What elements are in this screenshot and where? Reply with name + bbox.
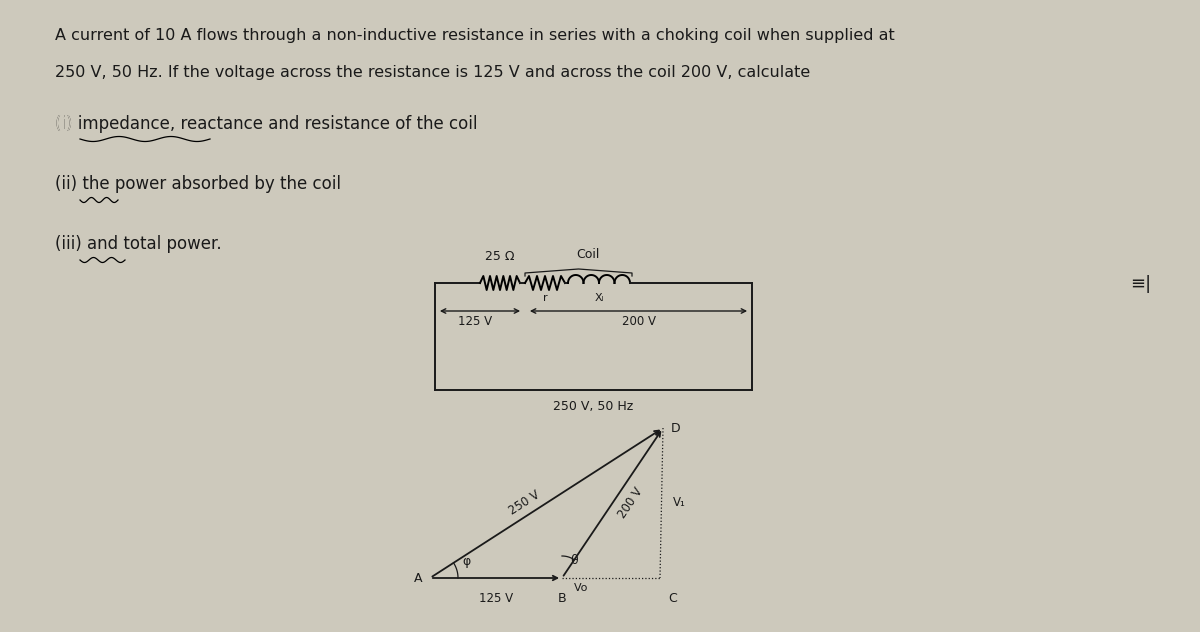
Text: 250 V, 50 Hz: 250 V, 50 Hz: [553, 400, 634, 413]
Text: V₁: V₁: [673, 497, 686, 509]
Text: (i): (i): [55, 115, 78, 133]
Text: 125 V: 125 V: [479, 592, 514, 605]
Text: Xₗ: Xₗ: [594, 293, 604, 303]
Text: 250 V, 50 Hz. If the voltage across the resistance is 125 V and across the coil : 250 V, 50 Hz. If the voltage across the …: [55, 65, 810, 80]
Text: A: A: [414, 571, 422, 585]
Text: 250 V: 250 V: [506, 489, 542, 518]
Text: C: C: [668, 592, 677, 605]
Text: r: r: [542, 293, 547, 303]
Text: Coil: Coil: [576, 248, 599, 261]
Text: Vᴏ: Vᴏ: [574, 583, 588, 593]
Text: (i) impedance, reactance and resistance of the coil: (i) impedance, reactance and resistance …: [55, 115, 478, 133]
Text: 125 V: 125 V: [458, 315, 492, 328]
Text: 25 Ω: 25 Ω: [485, 250, 515, 263]
Text: (ii) the power absorbed by the coil: (ii) the power absorbed by the coil: [55, 175, 341, 193]
Text: θ: θ: [570, 554, 577, 566]
Text: ≡|: ≡|: [1130, 275, 1151, 293]
Text: φ: φ: [462, 556, 470, 569]
Text: 200 V: 200 V: [622, 315, 655, 328]
Text: D: D: [671, 422, 680, 435]
Text: A current of 10 A flows through a non-inductive resistance in series with a chok: A current of 10 A flows through a non-in…: [55, 28, 895, 43]
Text: (iii) and total power.: (iii) and total power.: [55, 235, 222, 253]
Text: B: B: [558, 592, 566, 605]
Text: 200 V: 200 V: [616, 485, 646, 521]
